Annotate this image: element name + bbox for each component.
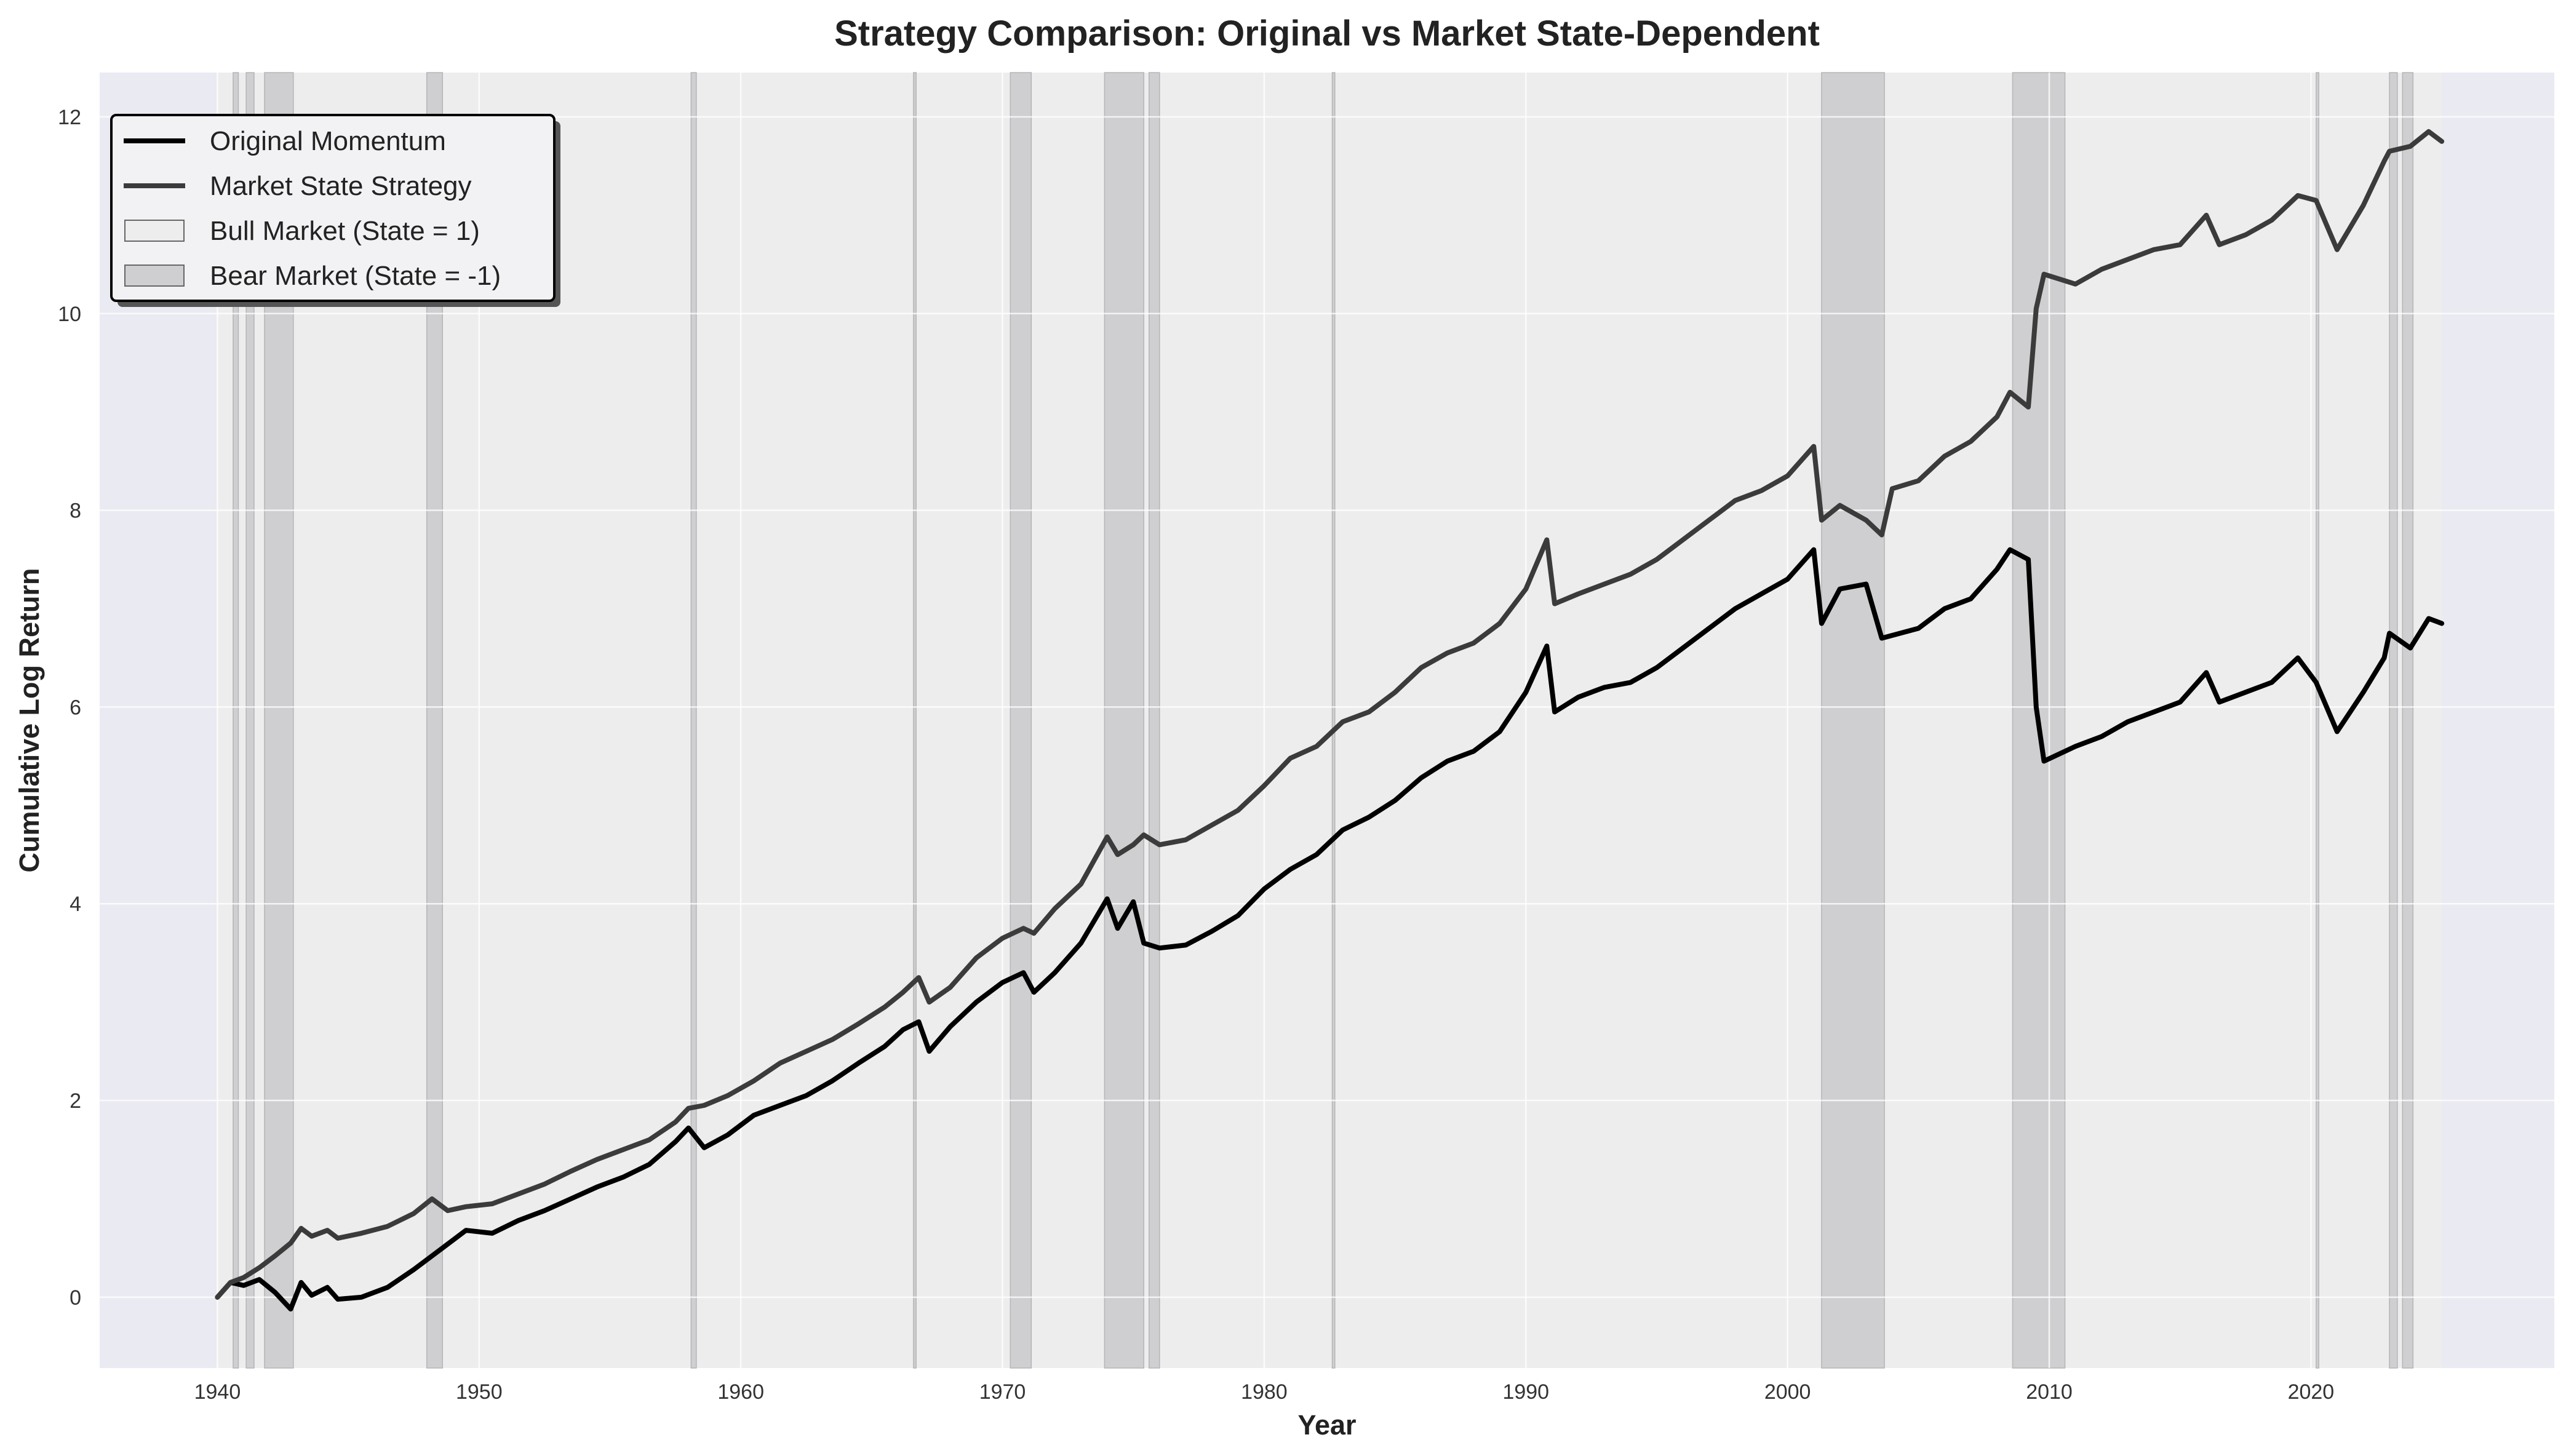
bull-market-region [217, 73, 2442, 1368]
y-tick-label: 12 [58, 106, 81, 129]
x-tick-label: 2010 [2026, 1380, 2073, 1404]
y-tick-label: 2 [70, 1089, 81, 1113]
y-tick-label: 10 [58, 303, 81, 326]
legend-label: Bear Market (State = -1) [210, 261, 501, 291]
legend-label: Market State Strategy [210, 171, 472, 201]
x-tick-label: 1950 [456, 1380, 503, 1404]
bear-market-region [2389, 72, 2398, 1369]
y-axis-ticks: 0 2 4 6 8 10 12 [58, 106, 81, 1310]
legend: Original Momentum Market State Strategy Bu… [110, 114, 560, 307]
x-tick-label: 2020 [2288, 1380, 2335, 1404]
bear-market-region [1148, 72, 1160, 1369]
legend-item: Market State Strategy [124, 171, 472, 201]
legend-item: Bear Market (State = -1) [124, 261, 501, 291]
legend-patch-swatch [124, 220, 185, 242]
y-tick-label: 8 [70, 499, 81, 523]
bear-market-region [2316, 72, 2319, 1369]
x-axis-ticks: 1940 1950 1960 1970 1980 1990 2000 2010 2020 [194, 1380, 2335, 1404]
x-tick-label: 1990 [1502, 1380, 1549, 1404]
series-line-market-state-strategy [215, 129, 2445, 1300]
y-tick-label: 4 [70, 893, 81, 916]
grid-lines [100, 73, 2554, 1368]
legend-patch-swatch [124, 265, 185, 287]
series-lines [215, 129, 2445, 1312]
legend-label: Original Momentum [210, 126, 446, 156]
y-tick-label: 6 [70, 696, 81, 719]
x-tick-label: 1960 [717, 1380, 764, 1404]
bear-market-region [1821, 72, 1885, 1369]
x-axis-label: Year [1297, 1409, 1356, 1441]
bear-market-region [1331, 72, 1336, 1369]
legend-items: Original Momentum Market State Strategy Bu… [124, 126, 501, 291]
series-line-original-momentum [215, 547, 2445, 1312]
bear-market-region [913, 72, 917, 1369]
legend-box [110, 114, 556, 302]
chart-title: Strategy Comparison: Original vs Market … [834, 14, 1820, 54]
bear-market-region [245, 72, 255, 1369]
bear-market-region [233, 72, 239, 1369]
x-tick-label: 1940 [194, 1380, 241, 1404]
legend-label: Bull Market (State = 1) [210, 216, 480, 246]
x-tick-label: 1980 [1241, 1380, 1288, 1404]
bear-market-region [690, 72, 697, 1369]
bear-market-region [1104, 72, 1144, 1369]
y-tick-label: 0 [70, 1286, 81, 1310]
x-tick-label: 1970 [979, 1380, 1026, 1404]
bear-market-region [1010, 72, 1032, 1369]
y-axis-label: Cumulative Log Return [14, 568, 45, 872]
legend-item: Original Momentum [124, 126, 446, 156]
bear-market-region [2402, 72, 2414, 1369]
legend-item: Bull Market (State = 1) [124, 216, 480, 246]
x-tick-label: 2000 [1764, 1380, 1811, 1404]
bull-market-shading [217, 73, 2442, 1368]
